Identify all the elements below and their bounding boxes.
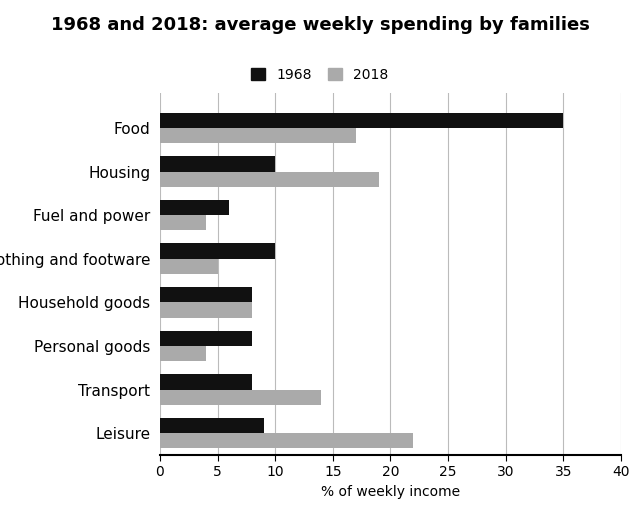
Bar [160, 331, 252, 346]
Bar [160, 374, 252, 389]
Bar [160, 172, 379, 187]
Text: 1968 and 2018: average weekly spending by families: 1968 and 2018: average weekly spending b… [51, 16, 589, 34]
Bar [160, 418, 264, 433]
Bar [160, 389, 321, 405]
Bar [160, 433, 413, 448]
Bar [160, 346, 206, 361]
Bar [160, 302, 252, 317]
Bar [160, 200, 229, 215]
Bar [160, 215, 206, 231]
Bar [160, 287, 252, 302]
Legend: 1968, 2018: 1968, 2018 [247, 64, 393, 86]
Bar [160, 244, 275, 258]
Bar [160, 113, 563, 128]
Bar [160, 128, 356, 143]
Bar [160, 156, 275, 172]
X-axis label: % of weekly income: % of weekly income [321, 485, 460, 499]
Bar [160, 258, 218, 274]
